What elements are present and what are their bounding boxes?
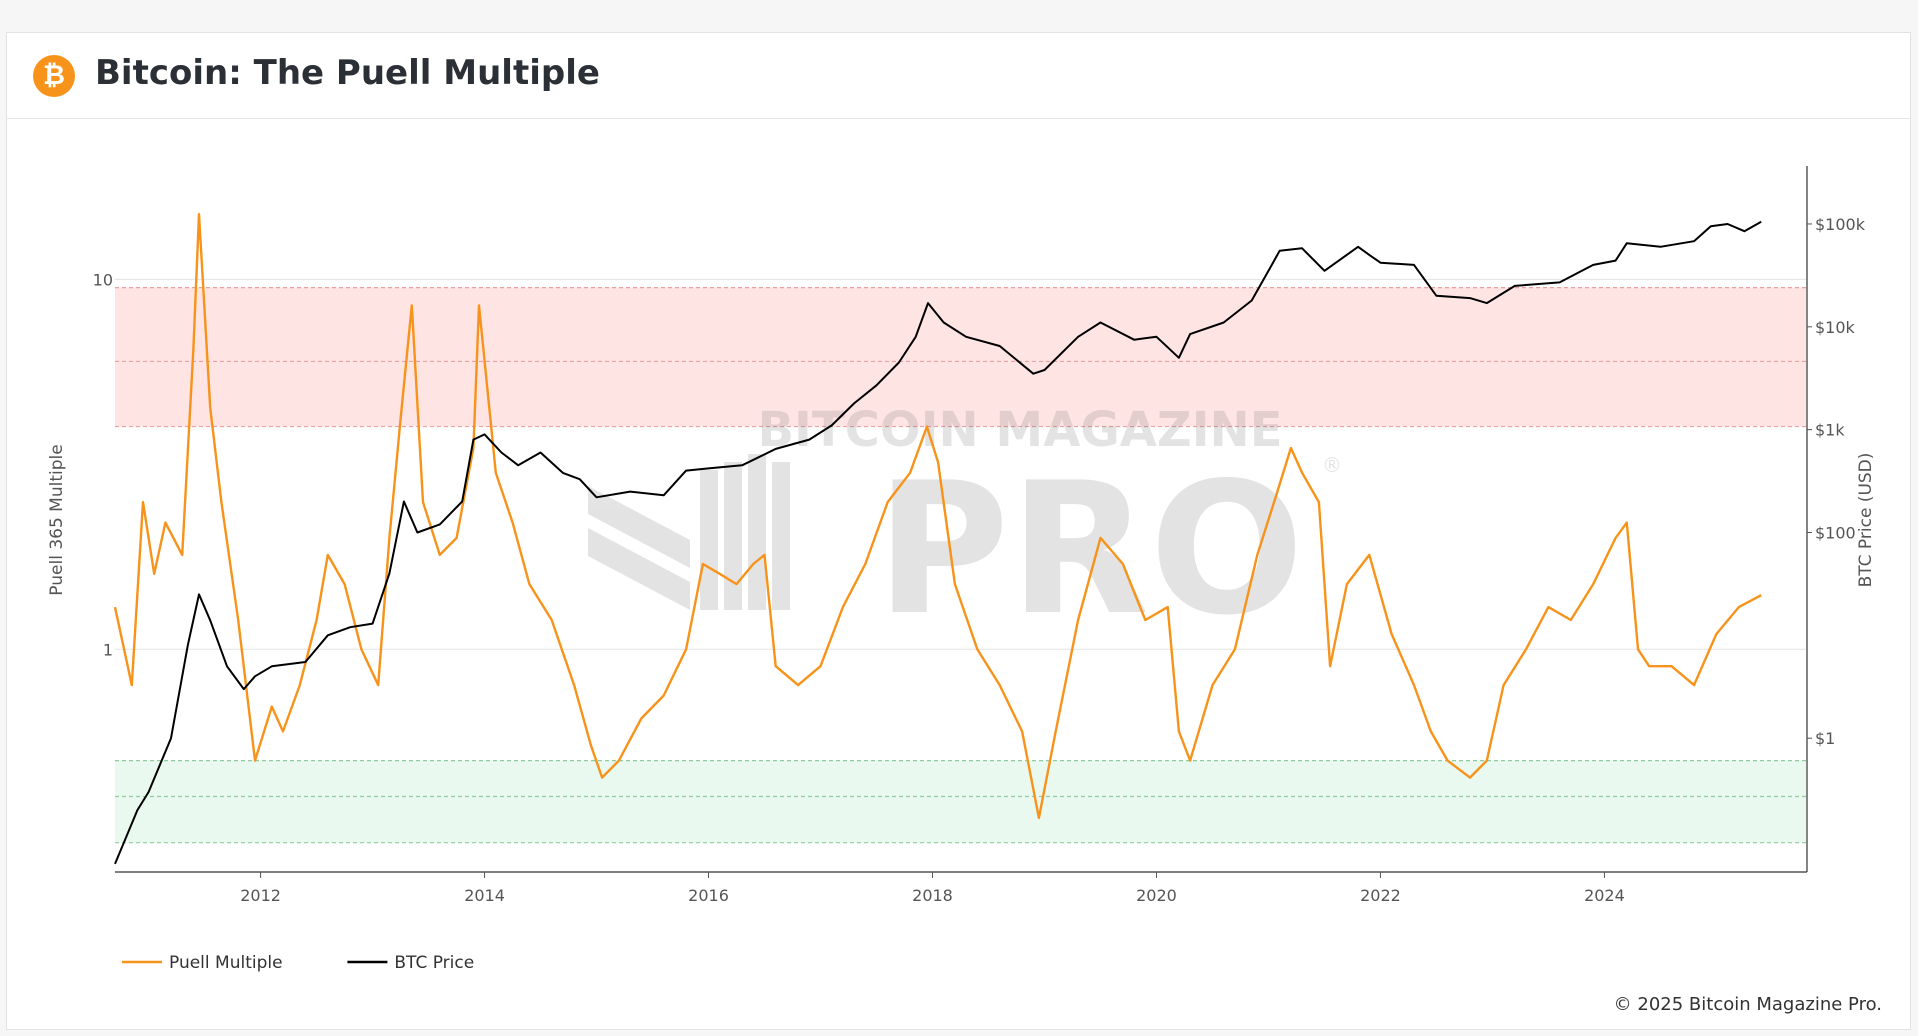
legend-label: BTC Price (394, 953, 474, 973)
watermark-registered-mark: ® (1322, 453, 1342, 477)
right-y-tick-label: $1k (1815, 421, 1845, 440)
zone-bands (115, 286, 1806, 844)
legend-item-puell-multiple[interactable]: Puell Multiple (122, 953, 283, 973)
legend-label: Puell Multiple (169, 953, 283, 973)
legend[interactable]: Puell Multiple BTC Price (122, 953, 474, 973)
x-tick-label: 2014 (464, 886, 505, 905)
gridlines (115, 278, 1806, 650)
watermark-logo-icon (588, 454, 790, 610)
right-y-tick-label: $10k (1815, 318, 1856, 337)
left-y-tick-label: 1 (103, 640, 113, 659)
copyright-notice: © 2025 Bitcoin Magazine Pro. (1613, 994, 1882, 1015)
x-tick-label: 2020 (1136, 886, 1177, 905)
btc-price-line (114, 220, 1762, 865)
chart-card: ₿ Bitcoin: The Puell Multiple © 2025 Bit… (6, 32, 1911, 1030)
green-zone-band (115, 760, 1806, 843)
chart-header: ₿ Bitcoin: The Puell Multiple (7, 33, 1910, 119)
left-y-tick-label: 10 (93, 270, 113, 289)
bitcoin-logo-icon: ₿ (33, 55, 75, 97)
right-y-tick-label: $100k (1815, 215, 1866, 234)
red-zone-band (115, 287, 1806, 427)
axes: 2012 2014 2016 2018 2020 2022 2024 1 10 $1 $100 $1k… (47, 166, 1876, 905)
watermark-bottom-text: PRO (876, 443, 1304, 655)
x-tick-label: 2016 (688, 886, 729, 905)
legend-item-btc-price[interactable]: BTC Price (347, 953, 474, 973)
right-y-axis-title: BTC Price (USD) (1856, 453, 1876, 588)
x-tick-label: 2024 (1584, 886, 1625, 905)
puell-multiple-line (113, 213, 1762, 820)
series-lines (113, 213, 1762, 865)
x-tick-label: 2018 (912, 886, 953, 905)
right-y-tick-label: $1 (1815, 729, 1835, 748)
right-y-tick-label: $100 (1815, 523, 1856, 542)
page-title: Bitcoin: The Puell Multiple (95, 53, 600, 93)
left-y-axis-title: Puell 365 Multiple (47, 444, 67, 595)
x-tick-label: 2022 (1360, 886, 1401, 905)
x-tick-label: 2012 (240, 886, 281, 905)
